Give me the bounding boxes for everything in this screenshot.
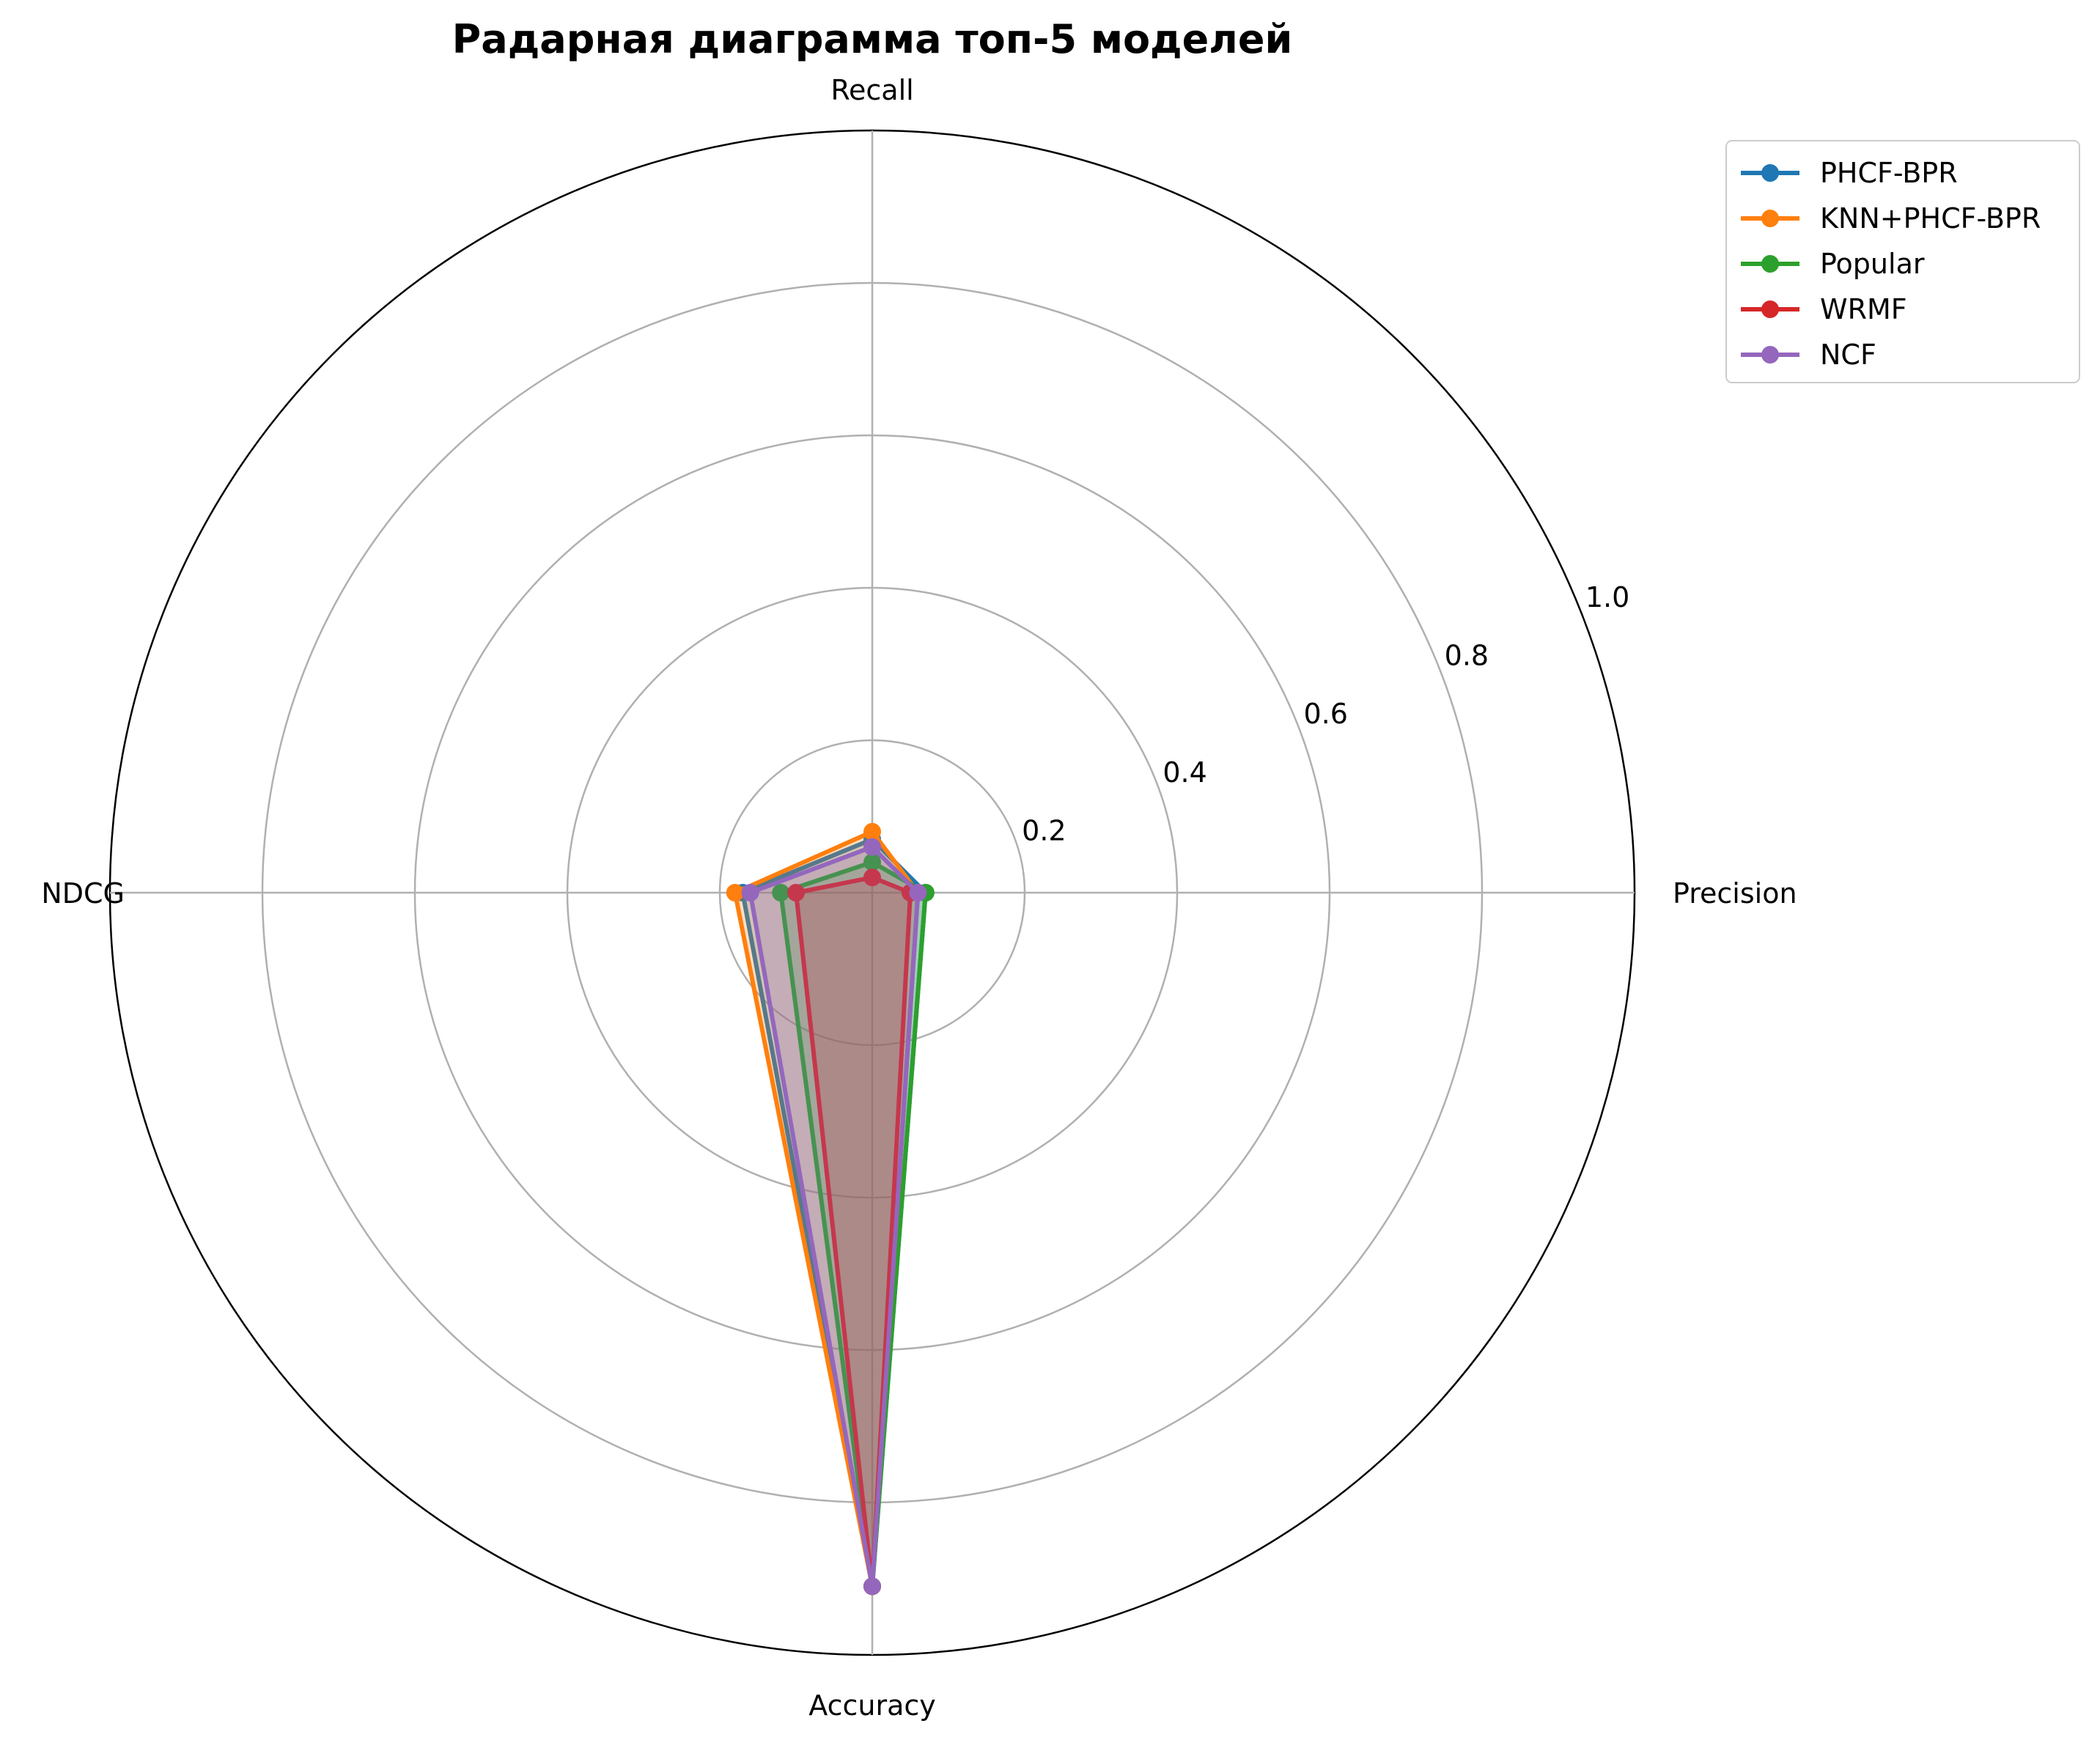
axis-label: NDCG: [41, 877, 125, 910]
data-point: [863, 822, 881, 841]
radial-tick-label: 0.4: [1163, 756, 1206, 789]
series-fill: [781, 862, 926, 1587]
legend-swatch-marker: [1761, 346, 1779, 364]
legend-swatch-marker: [1761, 300, 1779, 318]
legend-label: Popular: [1820, 248, 1925, 280]
data-point: [863, 868, 881, 887]
legend-label: NCF: [1820, 339, 1876, 371]
axis-label: Accuracy: [808, 1689, 936, 1722]
radial-tick-label: 1.0: [1585, 581, 1629, 613]
data-point: [741, 884, 759, 901]
legend-swatch-marker: [1761, 164, 1779, 182]
chart-title: Радарная диаграмма топ-5 моделей: [452, 16, 1293, 62]
series-fill: [734, 831, 918, 1587]
axis-label: Recall: [830, 74, 913, 106]
data-point: [726, 884, 744, 901]
data-point: [909, 884, 927, 901]
radial-tick-label: 0.2: [1022, 814, 1066, 847]
data-point: [787, 884, 805, 901]
radial-tick-label: 0.8: [1445, 640, 1489, 672]
legend: PHCF-BPR KNN+PHCF-BPR Popular WRMF NCF: [1725, 140, 2080, 383]
radial-tick-label: 0.6: [1304, 698, 1348, 730]
legend-label: PHCF-BPR: [1820, 157, 1958, 189]
legend-label: KNN+PHCF-BPR: [1820, 202, 2041, 235]
radar-series: [726, 822, 935, 1596]
radar-labels: Precision Recall NDCG Accuracy 0.2 0.4 0.6 0.8 1…: [41, 74, 1797, 1722]
radar-grid: [108, 129, 1636, 1656]
data-point: [863, 1577, 881, 1596]
data-point: [863, 853, 881, 871]
data-point: [772, 884, 790, 901]
axis-label: Precision: [1673, 877, 1797, 910]
data-point: [863, 838, 881, 856]
legend-frame: [1725, 140, 2080, 383]
legend-label: WRMF: [1820, 293, 1907, 325]
legend-swatch-marker: [1761, 210, 1779, 227]
series-fill: [750, 847, 918, 1587]
legend-swatch-marker: [1761, 255, 1779, 273]
series-fill: [743, 839, 926, 1587]
